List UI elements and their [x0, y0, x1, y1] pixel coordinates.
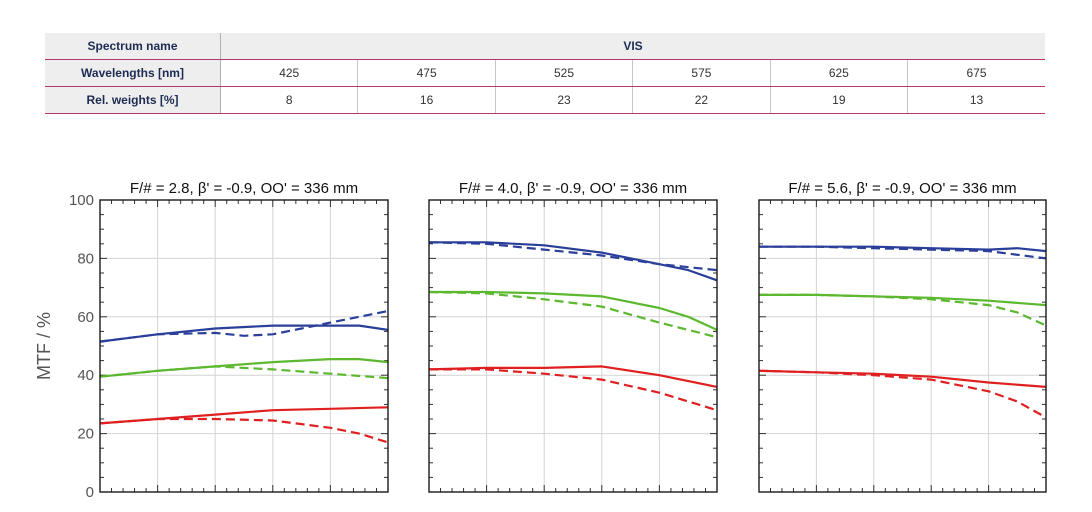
weight-cell: 19	[769, 86, 908, 114]
chart-3-green-dashed-line	[759, 293, 1047, 327]
chart-1-y-tick-label: 20	[77, 426, 94, 443]
chart-2-blue-dashed-line	[428, 241, 718, 272]
chart-2-green-solid-line	[429, 290, 718, 331]
chart-1-green-dashed-line	[99, 365, 389, 380]
chart-3-blue-dashed-line	[759, 245, 1047, 260]
chart-1-y-tick-label: 40	[77, 367, 94, 384]
wavelengths-row: Wavelengths [nm] 425 475 525 575 625 675	[45, 59, 1045, 87]
spectrum-name-header: Spectrum name	[45, 33, 221, 60]
wavelength-cell: 675	[907, 59, 1045, 87]
chart-1-blue-dashed-line	[99, 309, 389, 343]
wavelength-cell: 475	[357, 59, 496, 87]
weight-cell: 16	[357, 86, 496, 114]
weight-cell: 8	[220, 86, 358, 114]
spectrum-table: Spectrum name VIS Wavelengths [nm] 425 4…	[45, 33, 1045, 114]
wavelength-cell: 425	[220, 59, 358, 87]
chart-1-y-tick-label: 80	[77, 250, 94, 267]
chart-3-red-dashed-line	[758, 369, 1047, 419]
chart-1-red-dashed-line	[99, 417, 389, 444]
chart-1-y-tick-label: 0	[86, 484, 94, 501]
weights-row: Rel. weights [%] 8 16 23 22 19 13	[45, 86, 1045, 114]
weight-cell: 22	[632, 86, 771, 114]
chart-2-blue-solid-line	[429, 241, 718, 282]
chart-1-title: F/# = 2.8, β' = -0.9, OO' = 336 mm	[130, 180, 358, 197]
spectrum-name-value: VIS	[220, 33, 1045, 60]
chart-3-title: F/# = 5.6, β' = -0.9, OO' = 336 mm	[788, 180, 1016, 197]
chart-2-frame	[428, 199, 718, 493]
chart-2-red-dashed-line	[429, 368, 718, 412]
chart-2-red-solid-line	[428, 365, 718, 388]
chart-2-green-dashed-line	[428, 290, 718, 339]
chart-1-y-tick-label: 60	[77, 309, 94, 326]
chart-1-y-axis-title: MTF / %	[34, 312, 54, 380]
chart-1-plot-area	[100, 200, 388, 492]
wavelength-cell: 575	[632, 59, 771, 87]
wavelength-cell: 525	[494, 59, 633, 87]
weight-cell: 13	[907, 86, 1045, 114]
wavelengths-header: Wavelengths [nm]	[45, 59, 221, 87]
weights-header: Rel. weights [%]	[45, 86, 221, 114]
chart-3-frame	[758, 199, 1047, 493]
spectrum-name-row: Spectrum name VIS	[45, 33, 1045, 60]
chart-2-title: F/# = 4.0, β' = -0.9, OO' = 336 mm	[459, 180, 687, 197]
chart-3-plot-area	[759, 200, 1046, 492]
chart-1-y-tick-label: 100	[69, 192, 94, 209]
wavelength-cell: 625	[769, 59, 908, 87]
chart-1-frame	[99, 199, 389, 493]
weight-cell: 23	[494, 86, 633, 114]
